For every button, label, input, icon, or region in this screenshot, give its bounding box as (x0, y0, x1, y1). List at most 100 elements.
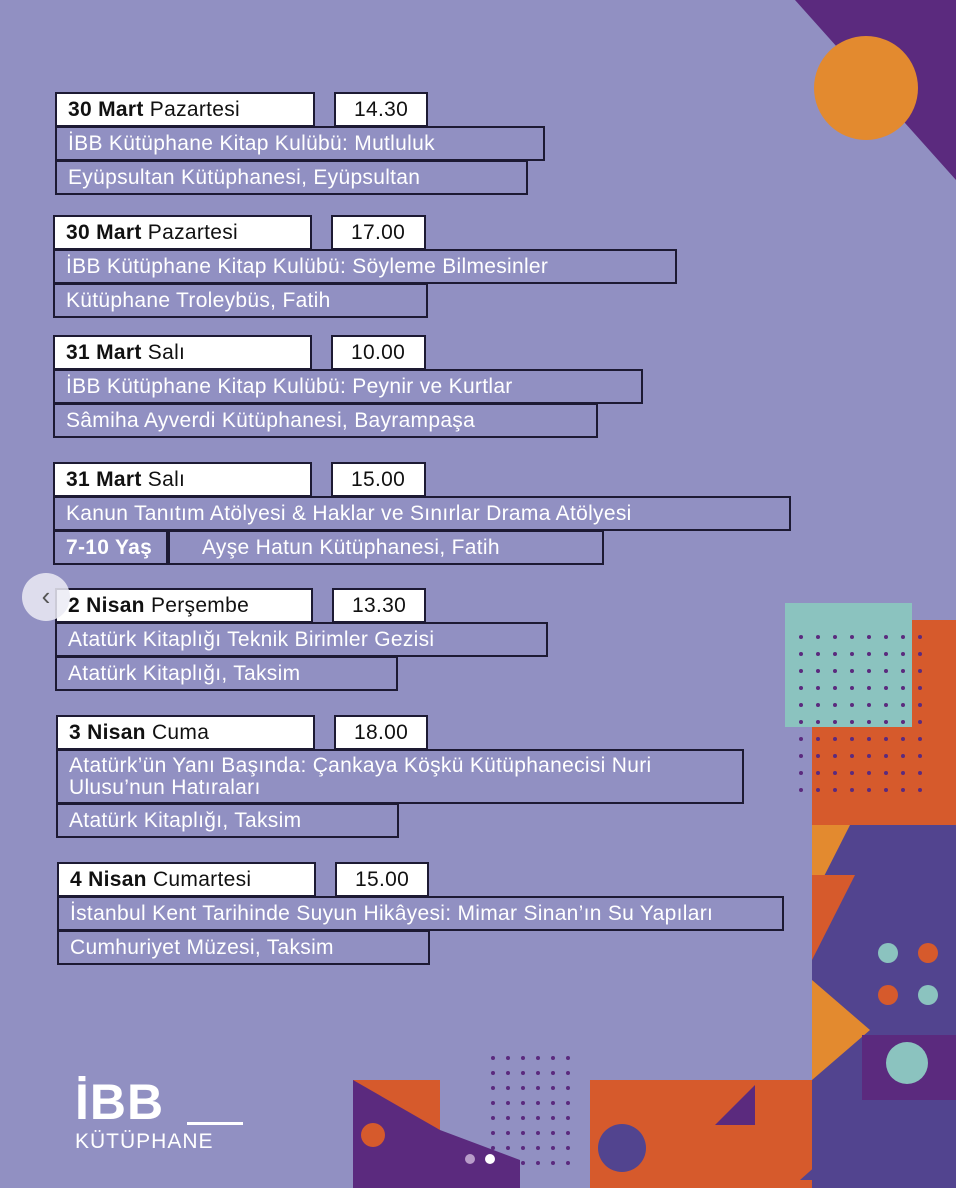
pattern-dot (867, 737, 871, 741)
chevron-left-icon: ‹ (41, 581, 51, 611)
event-title: İstanbul Kent Tarihinde Suyun Hikâyesi: … (57, 896, 784, 931)
pattern-dot (506, 1161, 510, 1165)
pattern-dot (536, 1131, 540, 1135)
pattern-dot (850, 754, 854, 758)
pattern-dot (506, 1146, 510, 1150)
pattern-dot (884, 737, 888, 741)
pattern-dot (918, 635, 922, 639)
pattern-dot (491, 1146, 495, 1150)
pattern-dot (551, 1131, 555, 1135)
pattern-dot (918, 720, 922, 724)
pattern-dot (816, 669, 820, 673)
event-date: 31 Mart Salı (53, 335, 312, 370)
pattern-dot (551, 1101, 555, 1105)
pattern-dot (521, 1056, 525, 1060)
pattern-dot (816, 720, 820, 724)
pattern-dot (850, 771, 854, 775)
pattern-dot (521, 1146, 525, 1150)
pattern-dot (833, 652, 837, 656)
pattern-dot (833, 737, 837, 741)
pattern-dot (521, 1116, 525, 1120)
pattern-dot (491, 1116, 495, 1120)
carousel-dot-2-active[interactable] (485, 1154, 495, 1164)
pattern-dot (833, 771, 837, 775)
pattern-dot (536, 1071, 540, 1075)
pattern-dot (799, 686, 803, 690)
weekday: Pazartesi (149, 98, 241, 121)
pattern-dot (867, 754, 871, 758)
pattern-dot (867, 669, 871, 673)
pattern-dot (850, 635, 854, 639)
event-date: 30 Mart Pazartesi (55, 92, 315, 127)
pattern-dot (884, 771, 888, 775)
ibb-kutuphane-logo: İBB KÜTÜPHANE (75, 1074, 243, 1154)
event-date: 31 Mart Salı (53, 462, 312, 497)
pattern-dot (884, 703, 888, 707)
logo-bottom: KÜTÜPHANE (75, 1130, 214, 1153)
pattern-dot (867, 788, 871, 792)
pattern-dot (918, 703, 922, 707)
pattern-dot (799, 771, 803, 775)
pattern-dot (850, 720, 854, 724)
pattern-dot (521, 1071, 525, 1075)
weekday: Perşembe (150, 594, 250, 617)
pattern-dot (901, 737, 905, 741)
pattern-dot (566, 1146, 570, 1150)
pattern-dot (850, 669, 854, 673)
pattern-dot (901, 788, 905, 792)
pattern-dot (551, 1086, 555, 1090)
pattern-dot (521, 1086, 525, 1090)
pattern-dot (799, 788, 803, 792)
pattern-dot (816, 788, 820, 792)
pattern-dot (850, 788, 854, 792)
pattern-dot (833, 754, 837, 758)
previous-slide-button[interactable]: ‹ (22, 573, 70, 621)
pattern-dot (551, 1071, 555, 1075)
event-age: 7-10 Yaş (53, 530, 168, 565)
pattern-dot (506, 1086, 510, 1090)
pattern-dot (867, 771, 871, 775)
pattern-dot (551, 1146, 555, 1150)
pattern-dot (901, 686, 905, 690)
pattern-dot (566, 1161, 570, 1165)
pattern-dot (506, 1131, 510, 1135)
event-time: 13.30 (332, 588, 426, 623)
logo-top: İBB (75, 1074, 165, 1130)
weekday: Cuma (151, 721, 210, 744)
pattern-dot (816, 771, 820, 775)
pattern-dot (884, 669, 888, 673)
pattern-dot (833, 703, 837, 707)
date: 3 Nisan (69, 721, 146, 744)
date: 4 Nisan (70, 868, 147, 891)
pattern-dot (901, 703, 905, 707)
pattern-dot (918, 788, 922, 792)
pattern-dot (816, 754, 820, 758)
pattern-dot (566, 1056, 570, 1060)
weekday: Pazartesi (147, 221, 239, 244)
pattern-dot (850, 737, 854, 741)
pattern-dot (536, 1101, 540, 1105)
event-title: İBB Kütüphane Kitap Kulübü: Peynir ve Ku… (53, 369, 643, 404)
event-date: 3 Nisan Cuma (56, 715, 315, 750)
pattern-dot (867, 720, 871, 724)
carousel-dot-1[interactable] (465, 1154, 475, 1164)
pattern-dot (850, 703, 854, 707)
event-date: 2 Nisan Perşembe (55, 588, 313, 623)
pattern-dot (867, 635, 871, 639)
pattern-dot (867, 686, 871, 690)
pattern-dot (918, 771, 922, 775)
event-place: Eyüpsultan Kütüphanesi, Eyüpsultan (55, 160, 528, 195)
pattern-dot (536, 1161, 540, 1165)
pattern-dot (799, 737, 803, 741)
event-title: Atatürk’ün Yanı Başında: Çankaya Köşkü K… (56, 749, 744, 804)
pattern-dot (850, 686, 854, 690)
pattern-dot (901, 652, 905, 656)
event-date: 30 Mart Pazartesi (53, 215, 312, 250)
pattern-dot (506, 1116, 510, 1120)
pattern-dot (566, 1116, 570, 1120)
pattern-dot (799, 669, 803, 673)
pattern-dot (918, 652, 922, 656)
pattern-dot (506, 1071, 510, 1075)
pattern-dot (491, 1086, 495, 1090)
